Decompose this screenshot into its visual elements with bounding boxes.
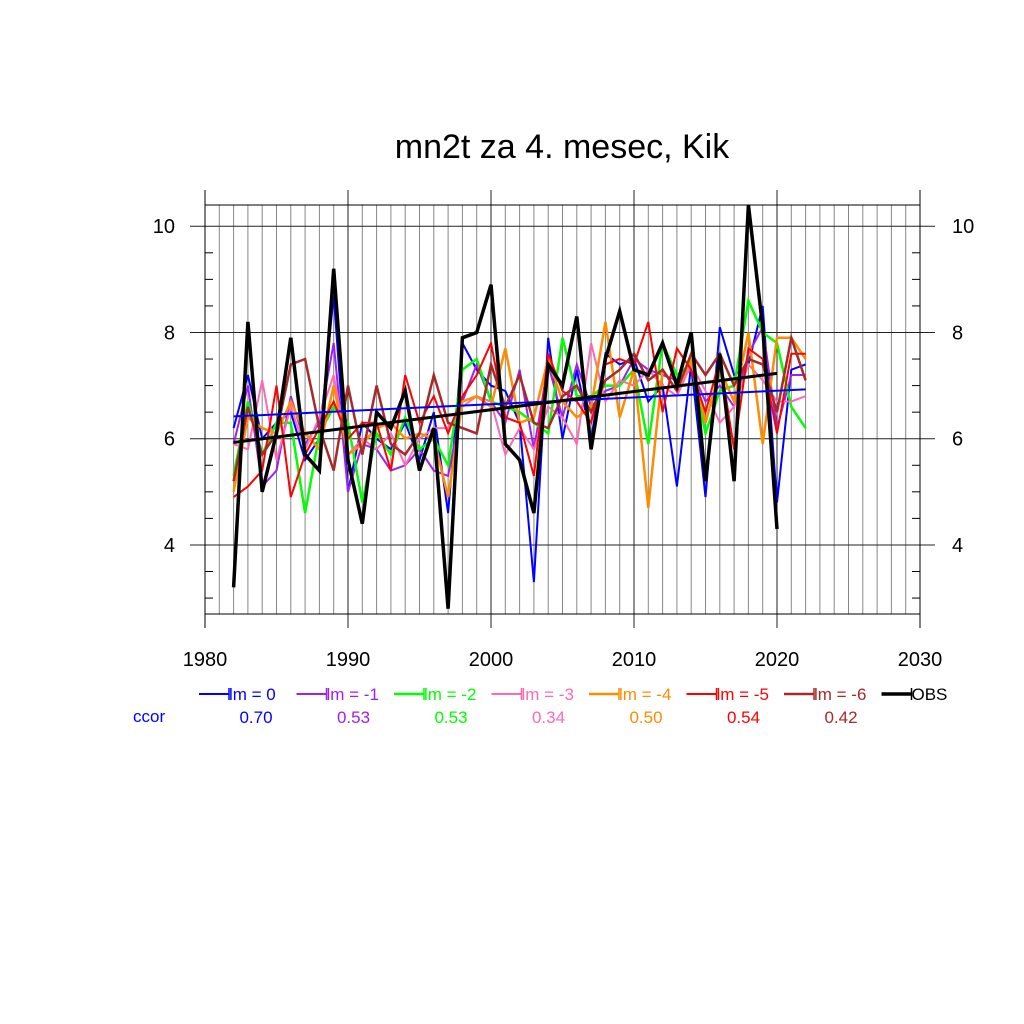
trend-line-0: [233, 388, 806, 418]
legend-label: lm = -6: [814, 685, 866, 704]
x-tick-label: 2000: [469, 649, 514, 671]
legend-label: lm = -3: [522, 685, 574, 704]
series-layer: [231, 204, 807, 609]
ccor-value: 0.53: [434, 708, 467, 727]
x-tick-label: 1990: [326, 649, 371, 671]
chart-title: mn2t za 4. mesec, Kik: [395, 128, 730, 166]
legend: ccor lm = 0 0.70 lm = -1 0.53 lm = -2 0.53 lm =…: [133, 685, 947, 727]
series-line-lm-2: [232, 296, 807, 514]
y-tick-label-left: 10: [153, 216, 175, 238]
series-line-lm-6: [232, 332, 807, 482]
ccor-value: 0.34: [532, 708, 565, 727]
legend-label: OBS: [912, 685, 948, 704]
trend-line-1: [233, 371, 778, 444]
ccor-value: 0.54: [727, 708, 760, 727]
series-line-obs: [231, 204, 779, 609]
y-tick-label-right: 8: [952, 322, 963, 344]
legend-label: lm = -2: [424, 685, 476, 704]
ccor-value: 0.50: [629, 708, 662, 727]
x-tick-label: 2020: [755, 649, 800, 671]
y-tick-label-right: 4: [952, 535, 963, 557]
axes: 1980 1990 2000 2010 2020 2030 4 4 6 6 8 8 10 10: [153, 190, 974, 671]
ccor-label: ccor: [133, 707, 165, 726]
y-tick-label-left: 6: [164, 429, 175, 451]
y-tick-label-left: 4: [164, 535, 175, 557]
x-tick-label: 2010: [612, 649, 657, 671]
x-tick-label: 2030: [898, 649, 943, 671]
x-tick-label: 1980: [183, 649, 228, 671]
legend-label: lm = -4: [619, 685, 671, 704]
legend-label: lm = -1: [327, 685, 379, 704]
legend-label: lm = 0: [229, 685, 276, 704]
grid-lines: [190, 190, 935, 628]
y-tick-label-left: 8: [164, 322, 175, 344]
ccor-value: 0.53: [337, 708, 370, 727]
y-tick-label-right: 10: [952, 216, 974, 238]
ccor-value: 0.42: [824, 708, 857, 727]
y-tick-label-right: 6: [952, 429, 963, 451]
ccor-value: 0.70: [239, 708, 272, 727]
legend-label: lm = -5: [717, 685, 769, 704]
